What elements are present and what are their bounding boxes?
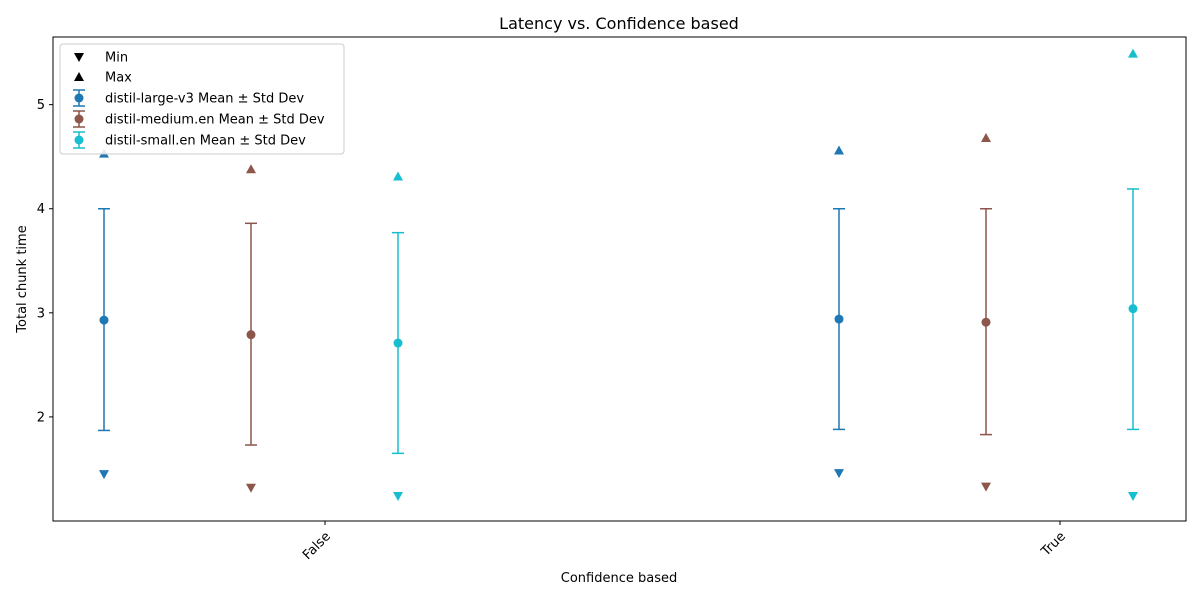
series-1-point-0-min-marker	[246, 483, 256, 493]
series-0-point-0-mean-marker	[99, 315, 109, 325]
series-2-point-1-max-marker	[1128, 48, 1138, 58]
legend-series-0-marker	[74, 93, 84, 103]
series-2-point-0-min-marker	[393, 492, 403, 502]
series-2-point-1-min-marker	[1128, 492, 1138, 502]
series-1-point-1-mean-marker	[981, 317, 991, 327]
x-axis-label: Confidence based	[561, 571, 677, 586]
series-0-point-0-min-marker	[99, 470, 109, 480]
y-tick-label-3: 5	[37, 98, 45, 113]
series-1-point-1-max-marker	[981, 132, 991, 142]
legend-series-0-label: distil-large-v3 Mean ± Std Dev	[105, 92, 304, 107]
legend-box	[59, 43, 345, 155]
y-tick-label-0: 2	[37, 410, 45, 425]
series-0-point-1-min-marker	[834, 469, 844, 479]
y-axis: 2 3 4 5	[37, 98, 53, 425]
y-tick-label-2: 4	[37, 202, 45, 217]
series-0-point-1-mean-marker	[834, 314, 844, 324]
series-1-point-0-max-marker	[246, 164, 256, 174]
legend-series-1-label: distil-medium.en Mean ± Std Dev	[105, 113, 325, 128]
y-axis-label: Total chunk time	[15, 225, 30, 333]
legend-series-1-marker	[74, 114, 84, 124]
series-2-point-0-mean-marker	[393, 338, 403, 348]
series-0-point-1-max-marker	[834, 145, 844, 155]
series-2-point-0-max-marker	[393, 171, 403, 181]
legend-series-2-marker	[74, 135, 84, 145]
legend-min-marker	[74, 53, 84, 62]
series-1-point-0-mean-marker	[246, 330, 256, 340]
plot-frame	[52, 36, 1187, 522]
plot-area	[98, 48, 1139, 502]
legend: Min Max distil-large-v3 Mean ± Std Dev dist…	[59, 43, 345, 155]
series-2-point-1-mean-marker	[1128, 304, 1138, 314]
y-tick-label-1: 3	[37, 306, 45, 321]
chart-title: Latency vs. Confidence based	[499, 14, 739, 33]
legend-max-label: Max	[105, 71, 132, 86]
legend-series-2-label: distil-small.en Mean ± Std Dev	[105, 134, 306, 149]
series-1-point-1-min-marker	[981, 482, 991, 492]
legend-min-label: Min	[105, 51, 128, 66]
legend-max-marker	[74, 72, 84, 81]
